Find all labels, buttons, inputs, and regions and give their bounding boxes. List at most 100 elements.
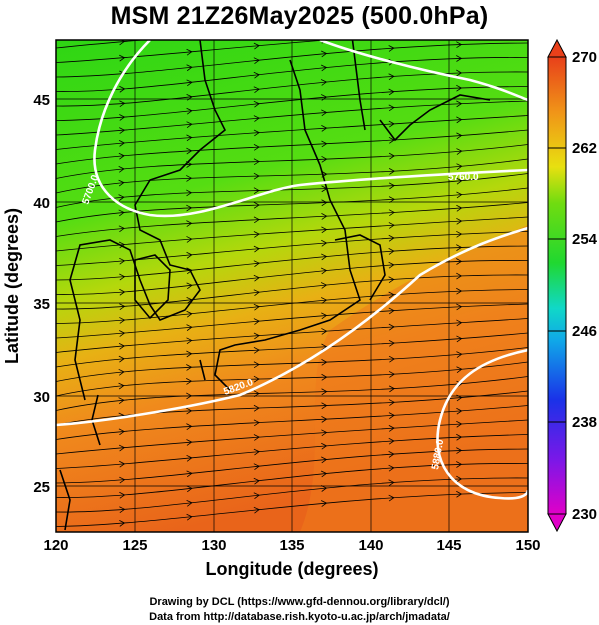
streamline-arrowhead [119, 127, 126, 134]
streamline-arrowhead [186, 267, 193, 275]
streamline-arrowhead [119, 460, 126, 468]
streamline-arrowhead [456, 244, 463, 251]
streamline-arrowhead [254, 28, 259, 34]
x-tick-labels: 120 125 130 135 140 145 150 [43, 537, 540, 554]
streamline-arrowhead [388, 291, 395, 299]
streamline-arrowhead [320, 282, 328, 289]
colorbar: 270 262 254 246 238 230 [547, 38, 598, 533]
x-axis-label: Longitude (degrees) [205, 559, 378, 579]
streamline-arrowhead [186, 364, 193, 371]
streamline-arrowhead [321, 343, 328, 351]
streamline-arrowhead [118, 140, 126, 147]
streamline-arrowhead [456, 303, 463, 311]
streamline-arrowhead [320, 485, 328, 492]
colorbar-bar [547, 56, 567, 515]
streamline-arrowhead [118, 428, 125, 436]
streamline [56, 361, 528, 397]
y-tick-labels: 25 30 35 40 45 [33, 92, 50, 496]
streamline-arrowhead [321, 402, 328, 410]
streamline-arrowhead [456, 335, 463, 343]
streamline-arrowhead [186, 189, 193, 197]
streamline [56, 42, 528, 78]
streamline-arrowhead [186, 175, 193, 182]
colorbar-label: 270 [572, 49, 597, 66]
streamline-arrowhead [456, 116, 463, 124]
streamline-arrowhead [321, 312, 328, 320]
streamline [56, 274, 528, 310]
streamline-arrowhead [186, 337, 193, 345]
streamline [56, 231, 528, 266]
streamline [56, 86, 528, 121]
streamline-arrowhead [389, 19, 394, 25]
streamline-arrowhead [186, 310, 193, 318]
streamline-arrowhead [321, 358, 328, 366]
streamline-arrowhead [253, 404, 260, 412]
streamline-arrowhead [186, 439, 193, 446]
streamline-arrowhead [321, 388, 328, 396]
streamline-arrowhead [388, 425, 395, 432]
streamline-arrowhead [321, 213, 328, 220]
streamline-arrowhead [253, 318, 260, 325]
streamline-arrowhead [388, 234, 395, 242]
credit-drawing: Drawing by DCL (https://www.gfd-dennou.o… [149, 596, 450, 608]
streamline-arrowhead [456, 217, 463, 225]
streamline [56, 40, 331, 63]
x-tick-label: 145 [436, 537, 461, 554]
streamline-arrowhead [253, 492, 260, 500]
colorbar-label: 238 [572, 414, 597, 431]
streamline [56, 492, 528, 527]
colorbar-top-arrow [547, 38, 567, 58]
streamline-arrowhead [253, 260, 260, 267]
streamline-arrowhead [118, 225, 125, 233]
streamline-arrowhead [118, 194, 125, 201]
streamline-arrowhead [388, 120, 395, 128]
streamline-arrowhead [253, 332, 260, 340]
streamline-arrowhead [119, 273, 126, 281]
streamline-arrowhead [186, 470, 193, 478]
streamline-arrowhead [456, 191, 463, 199]
streamline-arrowhead [388, 399, 395, 406]
streamline [56, 318, 528, 353]
streamline-arrowhead [456, 420, 463, 428]
streamline-arrowhead [118, 355, 125, 363]
streamline-arrowhead [321, 155, 328, 163]
streamline-arrowhead [321, 442, 328, 450]
streamline-arrowhead [119, 476, 126, 484]
streamline-arrowhead [388, 248, 395, 255]
streamline-arrowhead [119, 491, 126, 499]
streamline-arrowhead [456, 366, 463, 374]
streamline-arrowhead [118, 368, 125, 376]
streamline-arrowhead [186, 324, 193, 331]
streamline-arrowhead [118, 166, 125, 173]
streamline-arrowhead [118, 397, 125, 404]
streamline-arrowhead [321, 50, 328, 58]
contour-label: 5880.0 [430, 438, 446, 470]
streamline-arrowhead [388, 371, 396, 378]
streamline-arrowhead [253, 129, 260, 137]
streamline-arrowhead [388, 88, 395, 96]
streamline-arrowhead [456, 230, 463, 238]
streamline-arrowhead [388, 412, 395, 419]
streamline-arrowhead [456, 287, 463, 295]
streamline-arrowhead [388, 222, 395, 229]
streamline [56, 260, 528, 295]
streamline-arrowhead [321, 24, 326, 30]
streamline-arrowhead [456, 15, 461, 21]
streamline-arrowhead [388, 73, 395, 81]
streamline-arrowhead [253, 172, 260, 180]
y-axis-label: Latitude (degrees) [2, 208, 22, 364]
streamline-arrowhead [253, 346, 260, 354]
streamline-arrowhead [388, 323, 395, 331]
streamline-arrowhead [388, 464, 395, 472]
streamline-arrowhead [456, 177, 463, 185]
streamline-arrowhead [456, 28, 461, 34]
streamline-arrowhead [456, 351, 463, 358]
streamline-arrowhead [186, 64, 193, 72]
streamline-arrowhead [253, 57, 260, 64]
streamline-arrowhead [186, 220, 193, 227]
y-tick-label: 35 [33, 296, 50, 313]
streamline-arrowhead [118, 382, 125, 390]
streamline-arrowhead [456, 258, 463, 265]
streamline-arrowhead [321, 125, 328, 132]
